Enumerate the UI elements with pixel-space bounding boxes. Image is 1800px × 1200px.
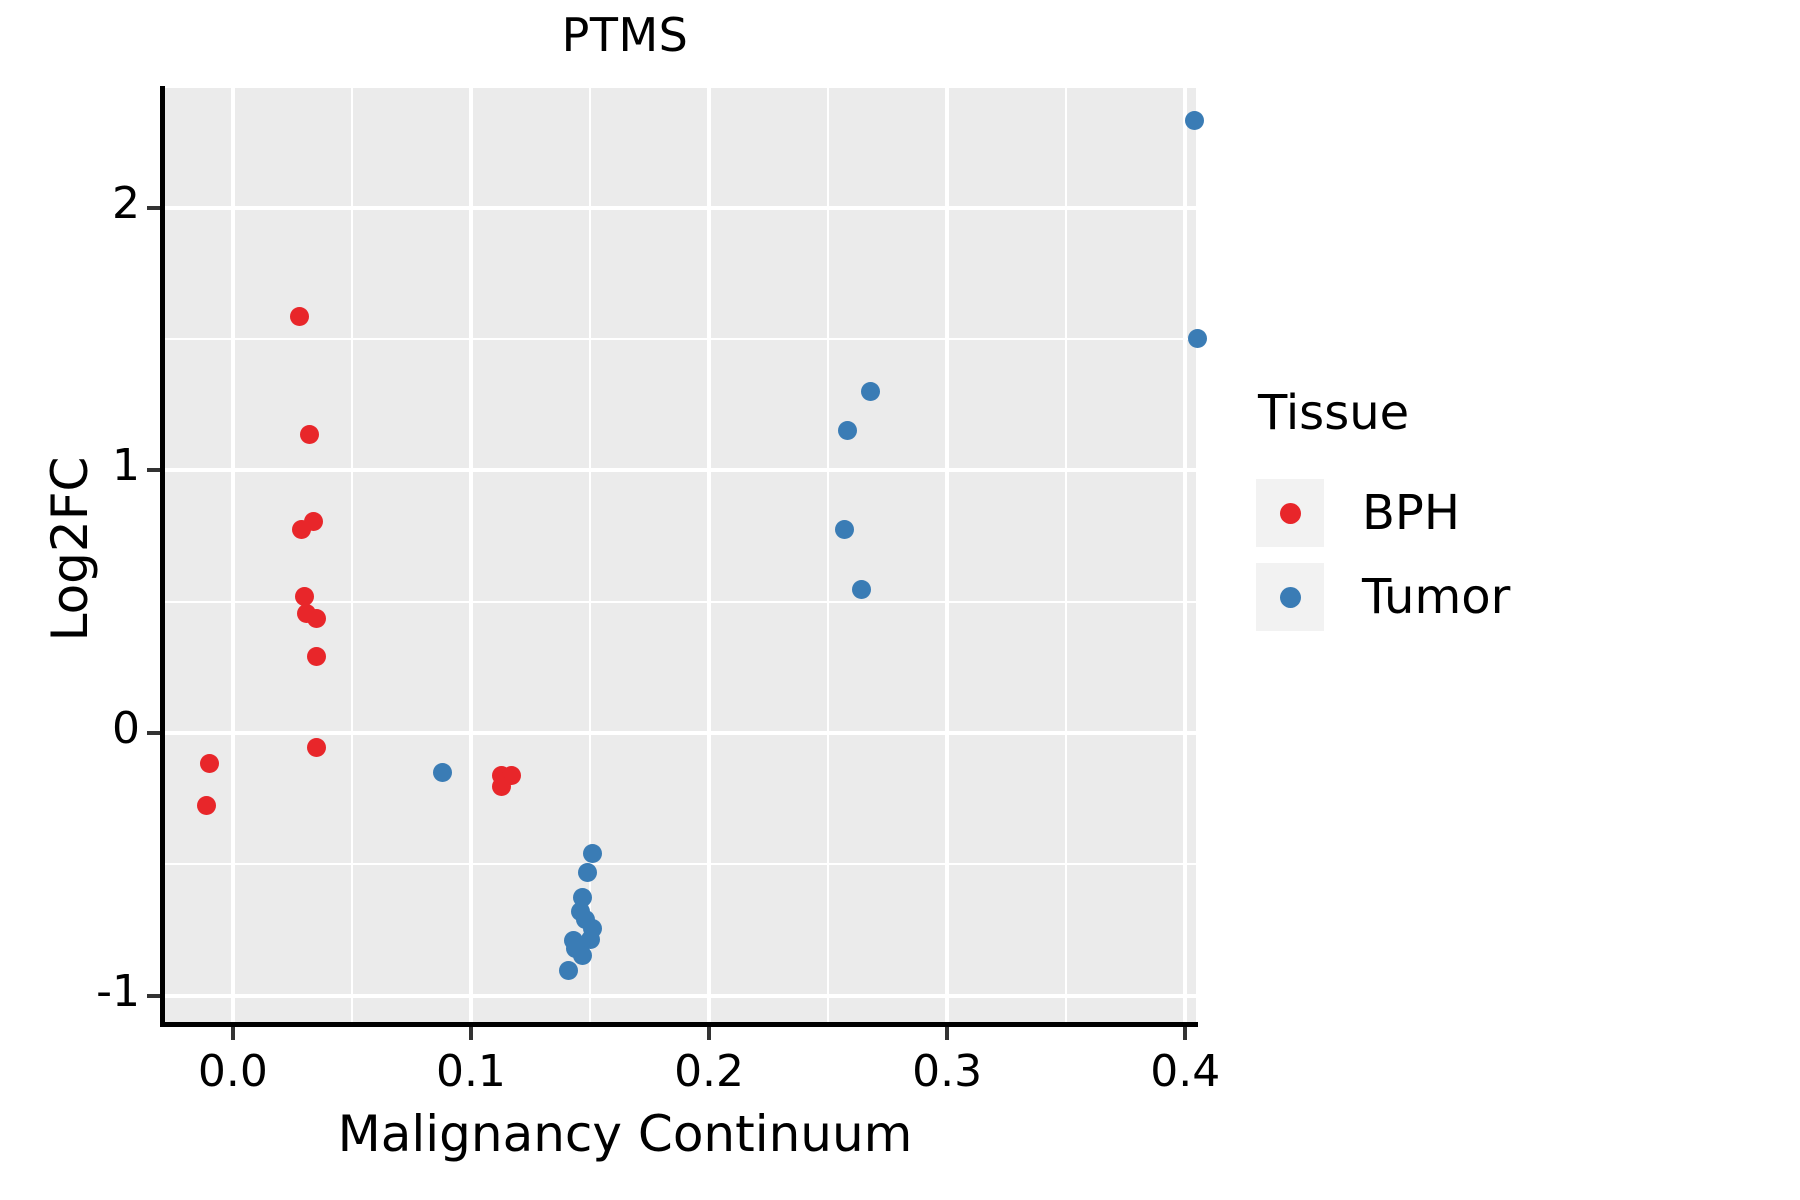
gridline-horizontal-minor xyxy=(165,337,1196,340)
chart-title: PTMS xyxy=(561,8,689,62)
data-point-tumor xyxy=(861,381,881,401)
x-tick-label: 0.0 xyxy=(197,1046,268,1097)
data-point-tumor xyxy=(573,887,593,907)
legend-key-swatch xyxy=(1256,479,1324,547)
legend-item-label: Tumor xyxy=(1362,569,1511,625)
data-point-tumor xyxy=(837,421,857,441)
legend-key-swatch xyxy=(1256,563,1324,631)
legend-title: Tissue xyxy=(1258,385,1410,441)
y-tick-mark xyxy=(147,468,160,473)
gridline-horizontal-major xyxy=(165,993,1196,998)
x-tick-mark xyxy=(1183,1027,1188,1040)
data-point-tumor xyxy=(573,945,593,965)
legend: Tissue BPH Tumor xyxy=(1256,385,1510,639)
x-tick-label: 0.2 xyxy=(674,1046,745,1097)
x-tick-label: 0.1 xyxy=(435,1046,506,1097)
y-tick-label: 2 xyxy=(112,177,140,229)
data-point-tumor xyxy=(578,862,598,882)
data-point-tumor xyxy=(559,961,579,981)
legend-item-tumor[interactable]: Tumor xyxy=(1256,555,1510,639)
gridline-vertical-minor xyxy=(350,88,353,1022)
gridline-horizontal-major xyxy=(165,468,1196,473)
gridline-horizontal-minor xyxy=(165,1126,1196,1129)
x-axis-label: Malignancy Continuum xyxy=(337,1105,913,1163)
gridline-vertical-major xyxy=(230,88,235,1022)
x-tick-mark xyxy=(468,1027,473,1040)
gridline-vertical-minor xyxy=(1303,88,1306,1022)
x-axis-line xyxy=(160,1022,1198,1027)
data-point-tumor xyxy=(1185,111,1205,131)
data-point-bph xyxy=(306,737,326,757)
x-tick-mark xyxy=(945,1027,950,1040)
x-tick-label: 0.3 xyxy=(912,1046,983,1097)
gridline-vertical-minor xyxy=(112,88,115,1022)
gridline-horizontal-major xyxy=(165,730,1196,735)
data-point-tumor xyxy=(835,519,855,539)
gridline-vertical-minor xyxy=(1065,88,1068,1022)
x-tick-mark xyxy=(230,1027,235,1040)
data-point-bph xyxy=(290,307,310,327)
legend-dot-icon xyxy=(1279,586,1301,608)
data-point-tumor xyxy=(432,762,452,782)
legend-entries: BPH Tumor xyxy=(1256,471,1510,639)
plot-panel xyxy=(112,75,1306,1129)
legend-item-label: BPH xyxy=(1362,485,1460,541)
data-point-tumor xyxy=(580,929,600,949)
data-point-bph xyxy=(306,609,326,629)
data-point-tumor xyxy=(851,580,871,600)
y-tick-label: 1 xyxy=(112,440,140,492)
data-point-tumor xyxy=(1187,329,1207,349)
data-point-bph xyxy=(199,753,219,773)
gridline-vertical-major xyxy=(1183,88,1188,1022)
data-point-bph xyxy=(304,512,324,531)
data-point-bph xyxy=(306,647,326,667)
gridline-vertical-major xyxy=(945,88,950,1022)
data-point-bph xyxy=(197,795,217,815)
y-axis-label: Log2FC xyxy=(41,456,99,642)
y-tick-mark xyxy=(147,205,160,210)
data-point-bph xyxy=(299,425,319,445)
gridline-vertical-major xyxy=(707,88,712,1022)
legend-dot-icon xyxy=(1279,502,1301,524)
data-point-bph xyxy=(492,777,512,797)
y-tick-label: -1 xyxy=(96,965,140,1017)
x-tick-mark xyxy=(707,1027,712,1040)
x-tick-label: 0.4 xyxy=(1150,1046,1221,1097)
gridline-horizontal-major xyxy=(165,205,1196,210)
y-axis-line xyxy=(160,86,165,1024)
y-tick-label: 0 xyxy=(112,702,140,754)
y-tick-mark xyxy=(147,993,160,998)
data-point-bph xyxy=(294,586,314,606)
gridline-vertical-minor xyxy=(827,88,830,1022)
data-point-tumor xyxy=(582,844,602,864)
legend-item-bph[interactable]: BPH xyxy=(1256,471,1510,555)
gridline-horizontal-minor xyxy=(165,75,1196,78)
gridline-vertical-major xyxy=(468,88,473,1022)
gridline-horizontal-minor xyxy=(165,863,1196,866)
gridline-horizontal-minor xyxy=(165,600,1196,603)
y-tick-mark xyxy=(147,730,160,735)
gridline-vertical-minor xyxy=(589,88,592,1022)
